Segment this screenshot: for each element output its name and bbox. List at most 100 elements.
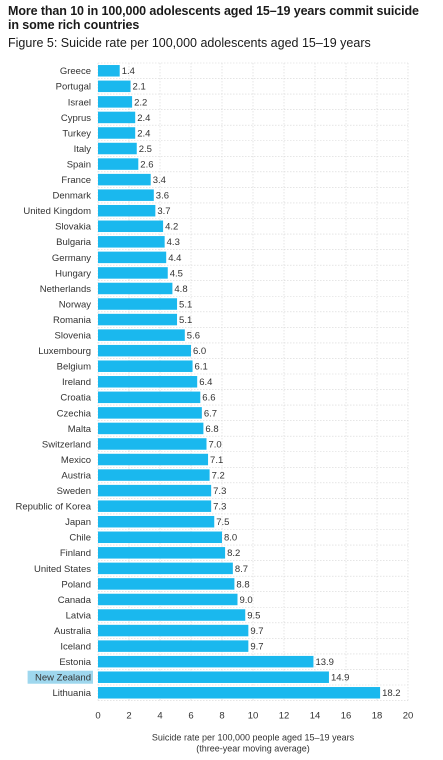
x-tick-label: 8 <box>219 711 224 722</box>
category-label: Mexico <box>61 455 91 466</box>
category-label: Iceland <box>60 642 91 653</box>
category-label: Denmark <box>52 191 91 202</box>
x-tick-label: 10 <box>248 711 259 722</box>
bar <box>98 422 204 435</box>
category-label: United Kingdom <box>23 206 91 217</box>
bar <box>98 624 249 637</box>
bar <box>98 562 233 575</box>
bar <box>98 173 151 186</box>
category-label: Canada <box>58 595 92 606</box>
data-label: 7.2 <box>212 470 225 481</box>
data-label: 9.0 <box>240 595 253 606</box>
data-label: 4.2 <box>165 222 178 233</box>
data-label: 8.7 <box>235 564 248 575</box>
bar <box>98 655 314 668</box>
category-label: New Zealand <box>35 673 91 684</box>
data-label: 6.6 <box>202 393 215 404</box>
bar <box>98 344 191 357</box>
bar <box>98 484 212 497</box>
category-label: Croatia <box>60 393 91 404</box>
labels: 0 2 4 6 8 10 12 14 16 18 20 Greece 1.4 Portugal 2.1 Isr… <box>15 66 413 721</box>
bar <box>98 313 178 326</box>
data-label: 2.5 <box>139 144 152 155</box>
data-label: 7.3 <box>213 502 226 513</box>
bar <box>98 204 156 217</box>
category-label: Finland <box>60 548 91 559</box>
bar <box>98 407 202 419</box>
category-label: Poland <box>61 579 91 590</box>
bar <box>98 376 198 388</box>
x-tick-label: 18 <box>372 711 383 722</box>
category-label: Israel <box>68 97 91 108</box>
data-label: 3.6 <box>156 191 169 202</box>
bar <box>98 578 235 590</box>
bar <box>98 236 165 248</box>
bar <box>98 531 222 544</box>
bar <box>98 220 164 233</box>
data-label: 13.9 <box>315 657 334 668</box>
category-label: Romania <box>53 315 92 326</box>
data-label: 3.4 <box>153 175 166 186</box>
category-label: Republic of Korea <box>15 502 91 513</box>
bar <box>98 453 209 466</box>
category-label: France <box>61 175 91 186</box>
category-label: Turkey <box>62 128 91 139</box>
bar <box>98 142 137 155</box>
x-tick-label: 6 <box>188 711 193 722</box>
data-label: 1.4 <box>122 66 135 77</box>
bar <box>98 127 136 139</box>
category-label: Germany <box>52 253 91 264</box>
data-label: 7.0 <box>209 439 222 450</box>
bar <box>98 391 201 404</box>
category-label: United States <box>34 564 91 575</box>
data-label: 14.9 <box>331 673 350 684</box>
chart-title: More than 10 in 100,000 adolescents aged… <box>8 4 419 32</box>
bar <box>98 80 131 93</box>
category-label: Slovakia <box>55 222 92 233</box>
x-tick-label: 0 <box>95 711 100 722</box>
bar <box>98 640 249 652</box>
bar <box>98 593 238 606</box>
bar <box>98 547 226 559</box>
x-tick-label: 20 <box>403 711 414 722</box>
bar <box>98 189 154 201</box>
category-label: Bulgaria <box>56 237 92 248</box>
bars <box>98 65 381 699</box>
data-label: 2.1 <box>133 82 146 93</box>
data-label: 3.7 <box>157 206 170 217</box>
data-label: 9.5 <box>247 610 260 621</box>
data-label: 8.8 <box>236 579 249 590</box>
data-label: 4.5 <box>170 268 183 279</box>
x-tick-label: 12 <box>279 711 290 722</box>
category-label: Luxembourg <box>38 346 91 357</box>
data-label: 9.7 <box>250 626 263 637</box>
bar <box>98 515 215 528</box>
category-label: Sweden <box>57 486 91 497</box>
data-label: 6.1 <box>195 362 208 373</box>
category-label: Latvia <box>66 610 92 621</box>
data-label: 6.4 <box>199 377 212 388</box>
x-tick-label: 16 <box>341 711 352 722</box>
bar <box>98 360 193 372</box>
data-label: 8.2 <box>227 548 240 559</box>
data-label: 2.4 <box>137 113 150 124</box>
category-label: Lithuania <box>52 688 91 699</box>
data-label: 2.6 <box>140 159 153 170</box>
bar <box>98 298 178 310</box>
category-label: Belgium <box>57 362 91 373</box>
data-label: 18.2 <box>382 688 401 699</box>
bar <box>98 65 120 77</box>
category-label: Portugal <box>56 82 91 93</box>
data-label: 7.5 <box>216 517 229 528</box>
category-label: Hungary <box>55 268 91 279</box>
bar <box>98 469 210 481</box>
bar <box>98 267 168 279</box>
x-tick-label: 14 <box>310 711 321 722</box>
data-label: 7.1 <box>210 455 223 466</box>
category-label: Australia <box>54 626 92 637</box>
category-label: Austria <box>61 470 91 481</box>
x-axis-title: Suicide rate per 100,000 people aged 15–… <box>152 733 355 743</box>
category-label: Czechia <box>57 408 92 419</box>
chart-subtitle: Figure 5: Suicide rate per 100,000 adole… <box>8 36 371 50</box>
